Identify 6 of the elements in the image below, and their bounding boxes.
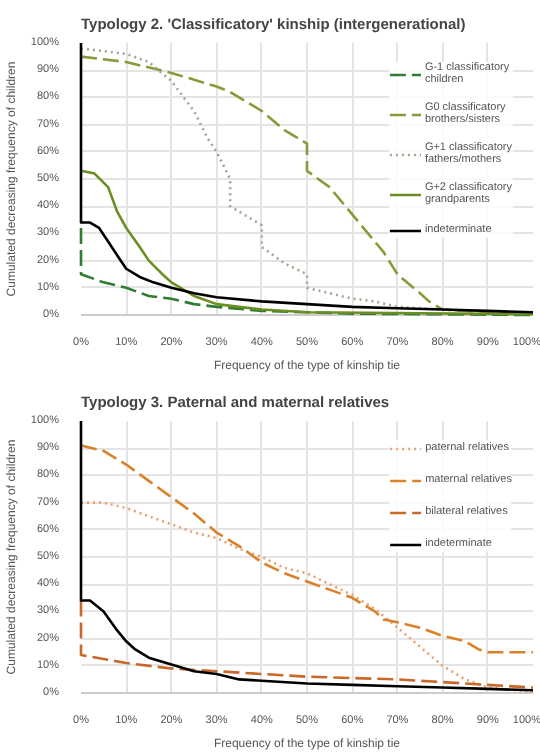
line-series [79,501,535,693]
line-series [79,444,535,654]
line-series [79,169,535,316]
line-series [79,419,535,692]
line-series [79,599,535,689]
line-series [79,226,535,317]
